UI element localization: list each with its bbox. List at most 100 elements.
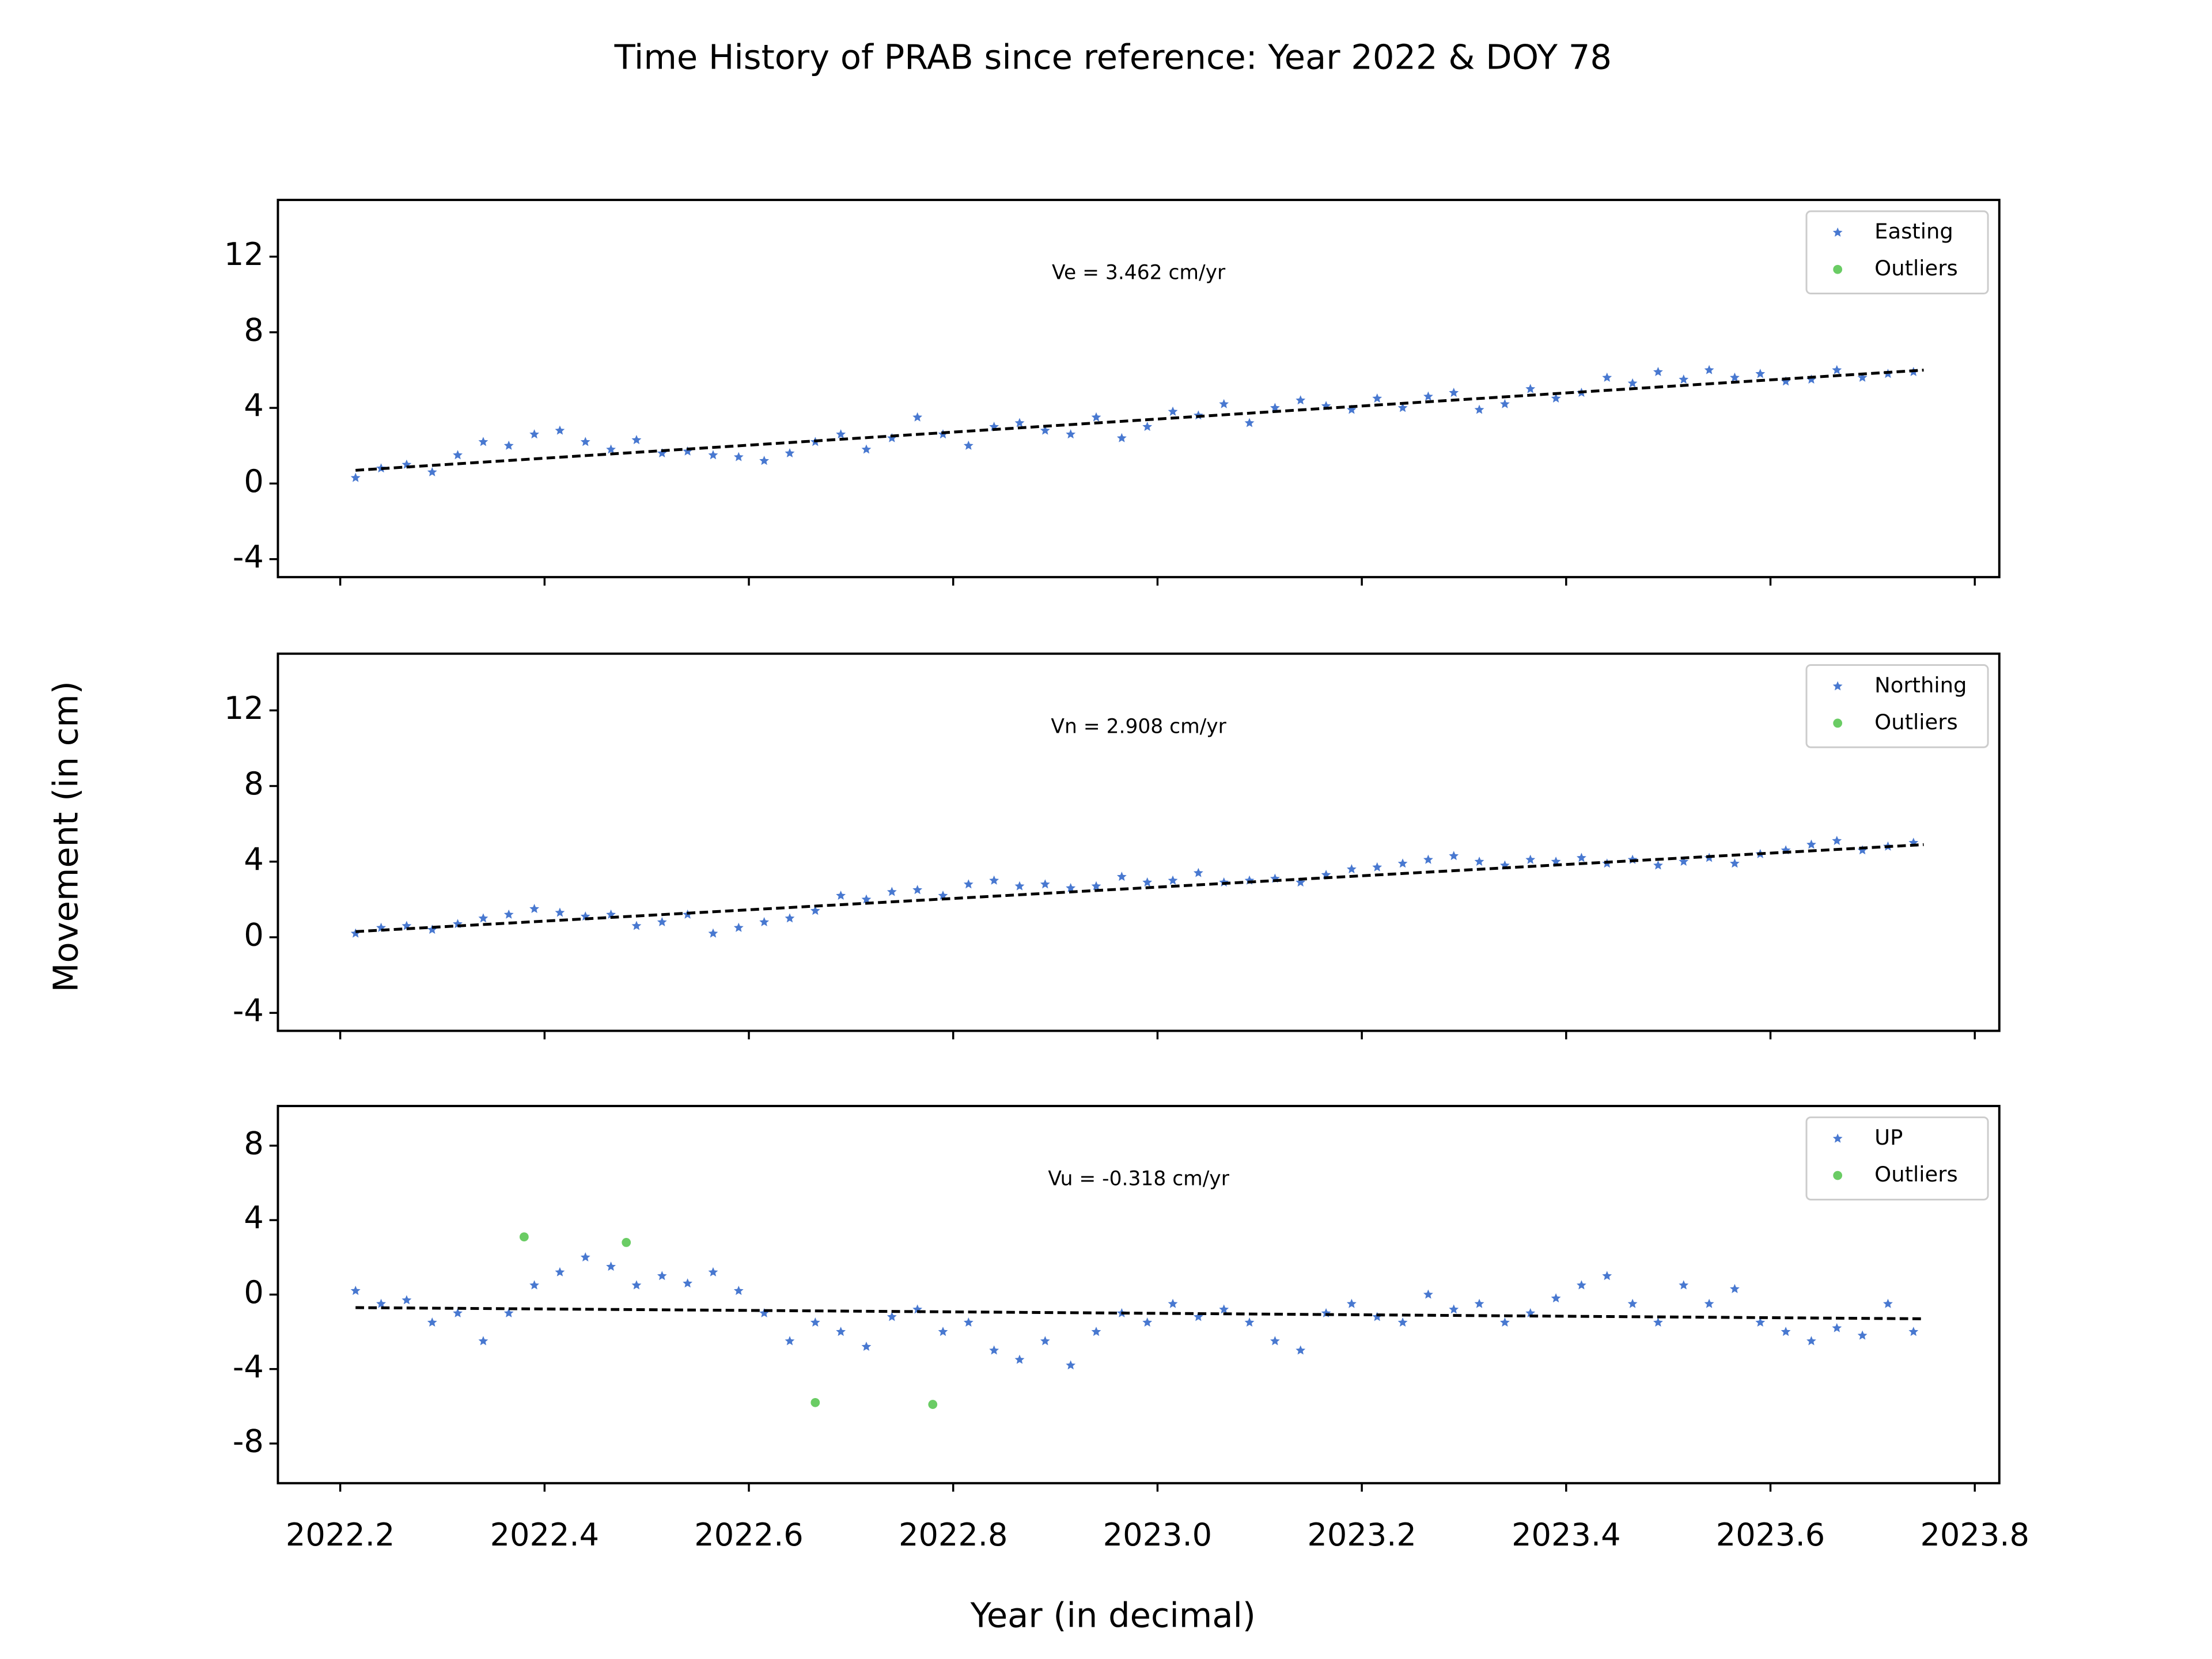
data-point — [1781, 1327, 1791, 1336]
trend-line — [355, 1306, 1924, 1320]
legend-label: Easting — [1874, 219, 1953, 244]
data-point — [606, 1262, 616, 1271]
data-point — [1679, 374, 1689, 384]
data-point — [1832, 365, 1842, 374]
data-point — [503, 440, 514, 450]
outlier-point — [622, 1238, 631, 1247]
data-point — [1372, 1312, 1382, 1321]
data-point — [759, 456, 770, 465]
legend-label: Outliers — [1874, 710, 1958, 734]
velocity-annotation: Vu = -0.318 cm/yr — [1048, 1167, 1229, 1190]
data-point — [1551, 1293, 1561, 1303]
data-point — [1014, 1354, 1025, 1364]
data-point — [1499, 399, 1510, 408]
data-point — [708, 1267, 718, 1277]
data-point — [861, 894, 872, 904]
data-point — [1908, 1327, 1919, 1336]
data-point — [683, 1278, 693, 1288]
y-axis-label: Movement (in cm) — [46, 681, 85, 992]
data-point — [1014, 418, 1025, 427]
data-point — [733, 452, 744, 461]
data-point — [1296, 1345, 1306, 1355]
data-point — [1806, 839, 1816, 849]
data-point — [887, 1312, 897, 1321]
data-point — [657, 448, 667, 458]
data-point — [963, 1317, 974, 1327]
data-point — [1857, 372, 1868, 382]
data-point — [631, 921, 642, 930]
data-point — [1857, 1330, 1868, 1340]
data-point — [1474, 1298, 1484, 1308]
y-tick-label: 8 — [244, 312, 263, 348]
data-point — [912, 412, 923, 422]
data-point — [1857, 845, 1868, 855]
y-tick-label: 0 — [244, 917, 263, 953]
y-tick-label: 8 — [244, 766, 263, 802]
data-point — [1397, 403, 1408, 412]
data-point — [785, 913, 795, 923]
data-point — [1730, 858, 1740, 868]
legend-label: Northing — [1874, 673, 1967, 698]
legend-marker — [1832, 1133, 1843, 1143]
data-point — [1474, 856, 1484, 866]
data-point — [1014, 881, 1025, 891]
data-point — [1346, 404, 1357, 414]
data-point — [1525, 854, 1536, 864]
data-point — [1372, 393, 1382, 403]
data-point — [1806, 374, 1816, 384]
data-point — [1525, 384, 1536, 393]
data-point — [1449, 387, 1459, 397]
legend-marker — [1832, 227, 1843, 237]
data-point — [1602, 1271, 1612, 1281]
data-point — [657, 1271, 667, 1281]
outlier-point — [928, 1400, 938, 1409]
data-point — [1551, 393, 1561, 403]
plot-frame — [276, 652, 2001, 1032]
y-tick-label: 0 — [244, 1274, 263, 1310]
data-point — [1704, 1298, 1714, 1308]
data-point — [708, 450, 718, 460]
data-point — [708, 928, 718, 938]
y-tick-label: 4 — [244, 388, 263, 424]
data-point — [478, 1336, 488, 1346]
data-point — [350, 1286, 361, 1296]
x-tick-label: 2023.4 — [1512, 1517, 1620, 1553]
data-point — [1730, 1283, 1740, 1293]
data-point — [1551, 856, 1561, 866]
data-point — [1219, 399, 1229, 408]
data-point — [1346, 864, 1357, 874]
data-point — [1627, 1298, 1638, 1308]
data-point — [1066, 1360, 1076, 1370]
data-point — [1627, 378, 1638, 388]
data-point — [350, 928, 361, 938]
data-point — [836, 891, 846, 900]
data-point — [529, 1280, 540, 1290]
data-point — [402, 1295, 412, 1305]
data-point — [1066, 882, 1076, 892]
data-point — [1602, 372, 1612, 382]
data-point — [1244, 1317, 1255, 1327]
data-point — [861, 1342, 872, 1351]
y-tick-label: 12 — [224, 236, 264, 272]
outlier-point — [810, 1397, 820, 1407]
data-point — [1346, 1298, 1357, 1308]
data-point — [478, 913, 488, 923]
data-point — [1168, 406, 1178, 416]
legend-box — [1805, 664, 1989, 748]
data-point — [759, 1308, 770, 1317]
data-point — [453, 450, 463, 460]
data-point — [1397, 1317, 1408, 1327]
data-point — [555, 425, 565, 435]
data-point — [1116, 872, 1127, 881]
data-point — [1372, 862, 1382, 872]
data-point — [1142, 1317, 1153, 1327]
data-point — [1449, 851, 1459, 861]
x-tick-label: 2023.8 — [1920, 1517, 2029, 1553]
data-point — [1091, 412, 1101, 422]
legend-marker — [1833, 1171, 1843, 1180]
data-point — [683, 446, 693, 456]
data-point — [1168, 875, 1178, 885]
data-point — [785, 448, 795, 458]
data-point — [1091, 1327, 1101, 1336]
data-point — [1219, 1304, 1229, 1314]
